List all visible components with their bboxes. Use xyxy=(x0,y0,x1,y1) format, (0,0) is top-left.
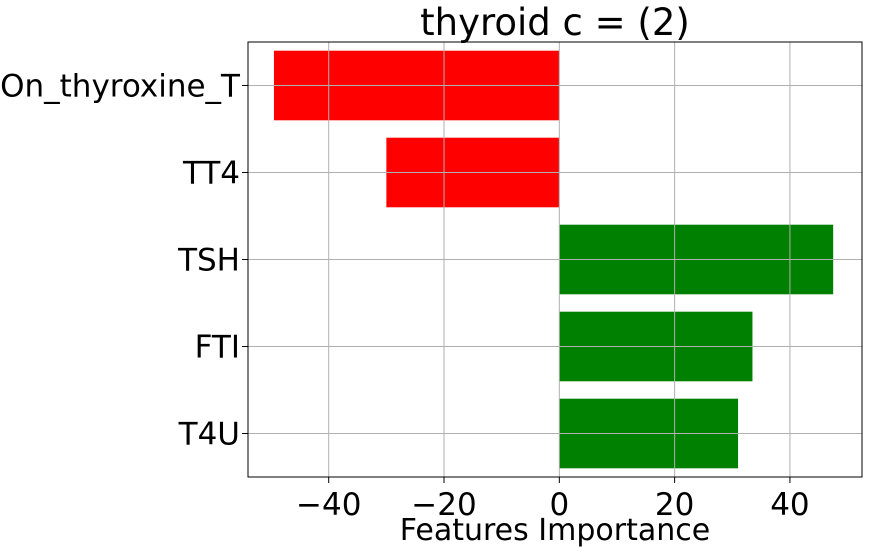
y-tick-label: FTI xyxy=(195,330,240,366)
y-tick-label: TT4 xyxy=(182,156,240,192)
x-tick-label: −40 xyxy=(296,487,361,523)
y-tick-label: On_thyroxine_T xyxy=(0,69,241,105)
x-axis-label: Features Importance xyxy=(400,513,710,548)
x-tick-label: 40 xyxy=(770,487,809,523)
axis-ticks: −40 −20 0 20 40 On_thyroxine_T TT4 TSH FTI T4U xyxy=(0,69,810,524)
y-tick-label: TSH xyxy=(177,243,240,279)
x-tick-label: −20 xyxy=(411,487,476,523)
x-tick-label: 20 xyxy=(655,487,694,523)
chart-title: thyroid c = (2) xyxy=(420,1,690,44)
x-tick-label: 0 xyxy=(549,487,569,523)
y-tick-label: T4U xyxy=(178,417,240,453)
grid-lines xyxy=(248,42,862,477)
